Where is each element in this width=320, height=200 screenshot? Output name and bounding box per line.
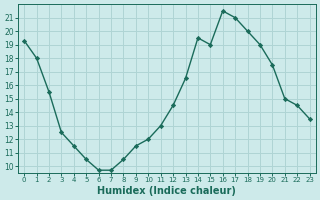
X-axis label: Humidex (Indice chaleur): Humidex (Indice chaleur) xyxy=(98,186,236,196)
